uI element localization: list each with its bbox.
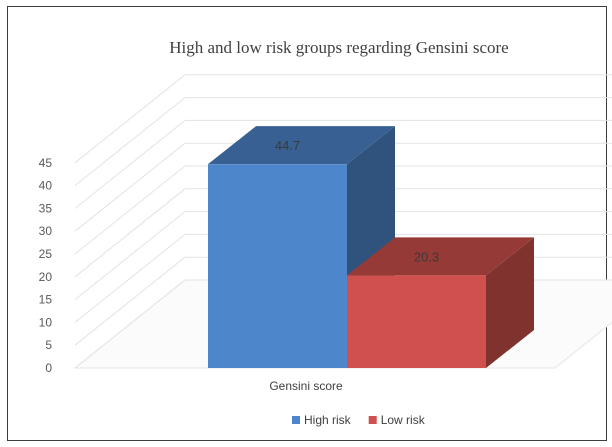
chart-title: High and low risk groups regarding Gensi… bbox=[169, 38, 508, 57]
y-axis-ticks: 0 5 10 15 20 25 30 35 40 45 bbox=[39, 156, 53, 375]
gridline-side bbox=[74, 279, 186, 369]
y-tick-label: 5 bbox=[45, 338, 52, 352]
legend-swatch bbox=[368, 416, 377, 424]
legend-item-low-risk: Low risk bbox=[368, 413, 426, 427]
x-axis-label: Gensini score bbox=[269, 379, 343, 393]
y-tick-label: 0 bbox=[45, 361, 52, 375]
data-labels: 44.7 20.3 bbox=[275, 138, 439, 264]
y-tick-label: 45 bbox=[39, 156, 53, 170]
y-tick-label: 10 bbox=[39, 315, 53, 329]
bar-front-face bbox=[208, 164, 347, 368]
gridline-side bbox=[74, 234, 186, 323]
data-label: 20.3 bbox=[414, 249, 439, 264]
y-tick-label: 20 bbox=[39, 270, 53, 284]
gridline-side bbox=[74, 74, 186, 164]
gridline-side bbox=[74, 165, 186, 255]
bar-side-face bbox=[486, 237, 534, 368]
y-tick-label: 30 bbox=[39, 224, 53, 238]
gridline-side bbox=[74, 97, 186, 186]
legend: High risk Low risk bbox=[292, 413, 426, 427]
y-tick-label: 25 bbox=[39, 247, 53, 261]
gridline-side bbox=[74, 142, 186, 232]
bar-low-risk bbox=[347, 237, 534, 368]
gridline-side bbox=[74, 211, 186, 300]
legend-swatch bbox=[292, 416, 300, 424]
bar-high-risk bbox=[208, 126, 395, 368]
gridline-side bbox=[74, 120, 186, 209]
y-tick-label: 15 bbox=[39, 293, 53, 307]
legend-item-high-risk: High risk bbox=[292, 413, 352, 427]
legend-label: Low risk bbox=[381, 413, 426, 427]
gridline-side bbox=[74, 188, 186, 278]
bars bbox=[208, 126, 534, 368]
data-label: 44.7 bbox=[275, 138, 300, 153]
bar-front-face bbox=[347, 275, 486, 368]
bar-top-face bbox=[208, 126, 395, 165]
bar-top-face bbox=[347, 237, 534, 276]
legend-label: High risk bbox=[304, 413, 352, 427]
y-tick-label: 35 bbox=[39, 201, 53, 215]
y-tick-label: 40 bbox=[39, 179, 53, 193]
gridline-side bbox=[74, 256, 186, 346]
